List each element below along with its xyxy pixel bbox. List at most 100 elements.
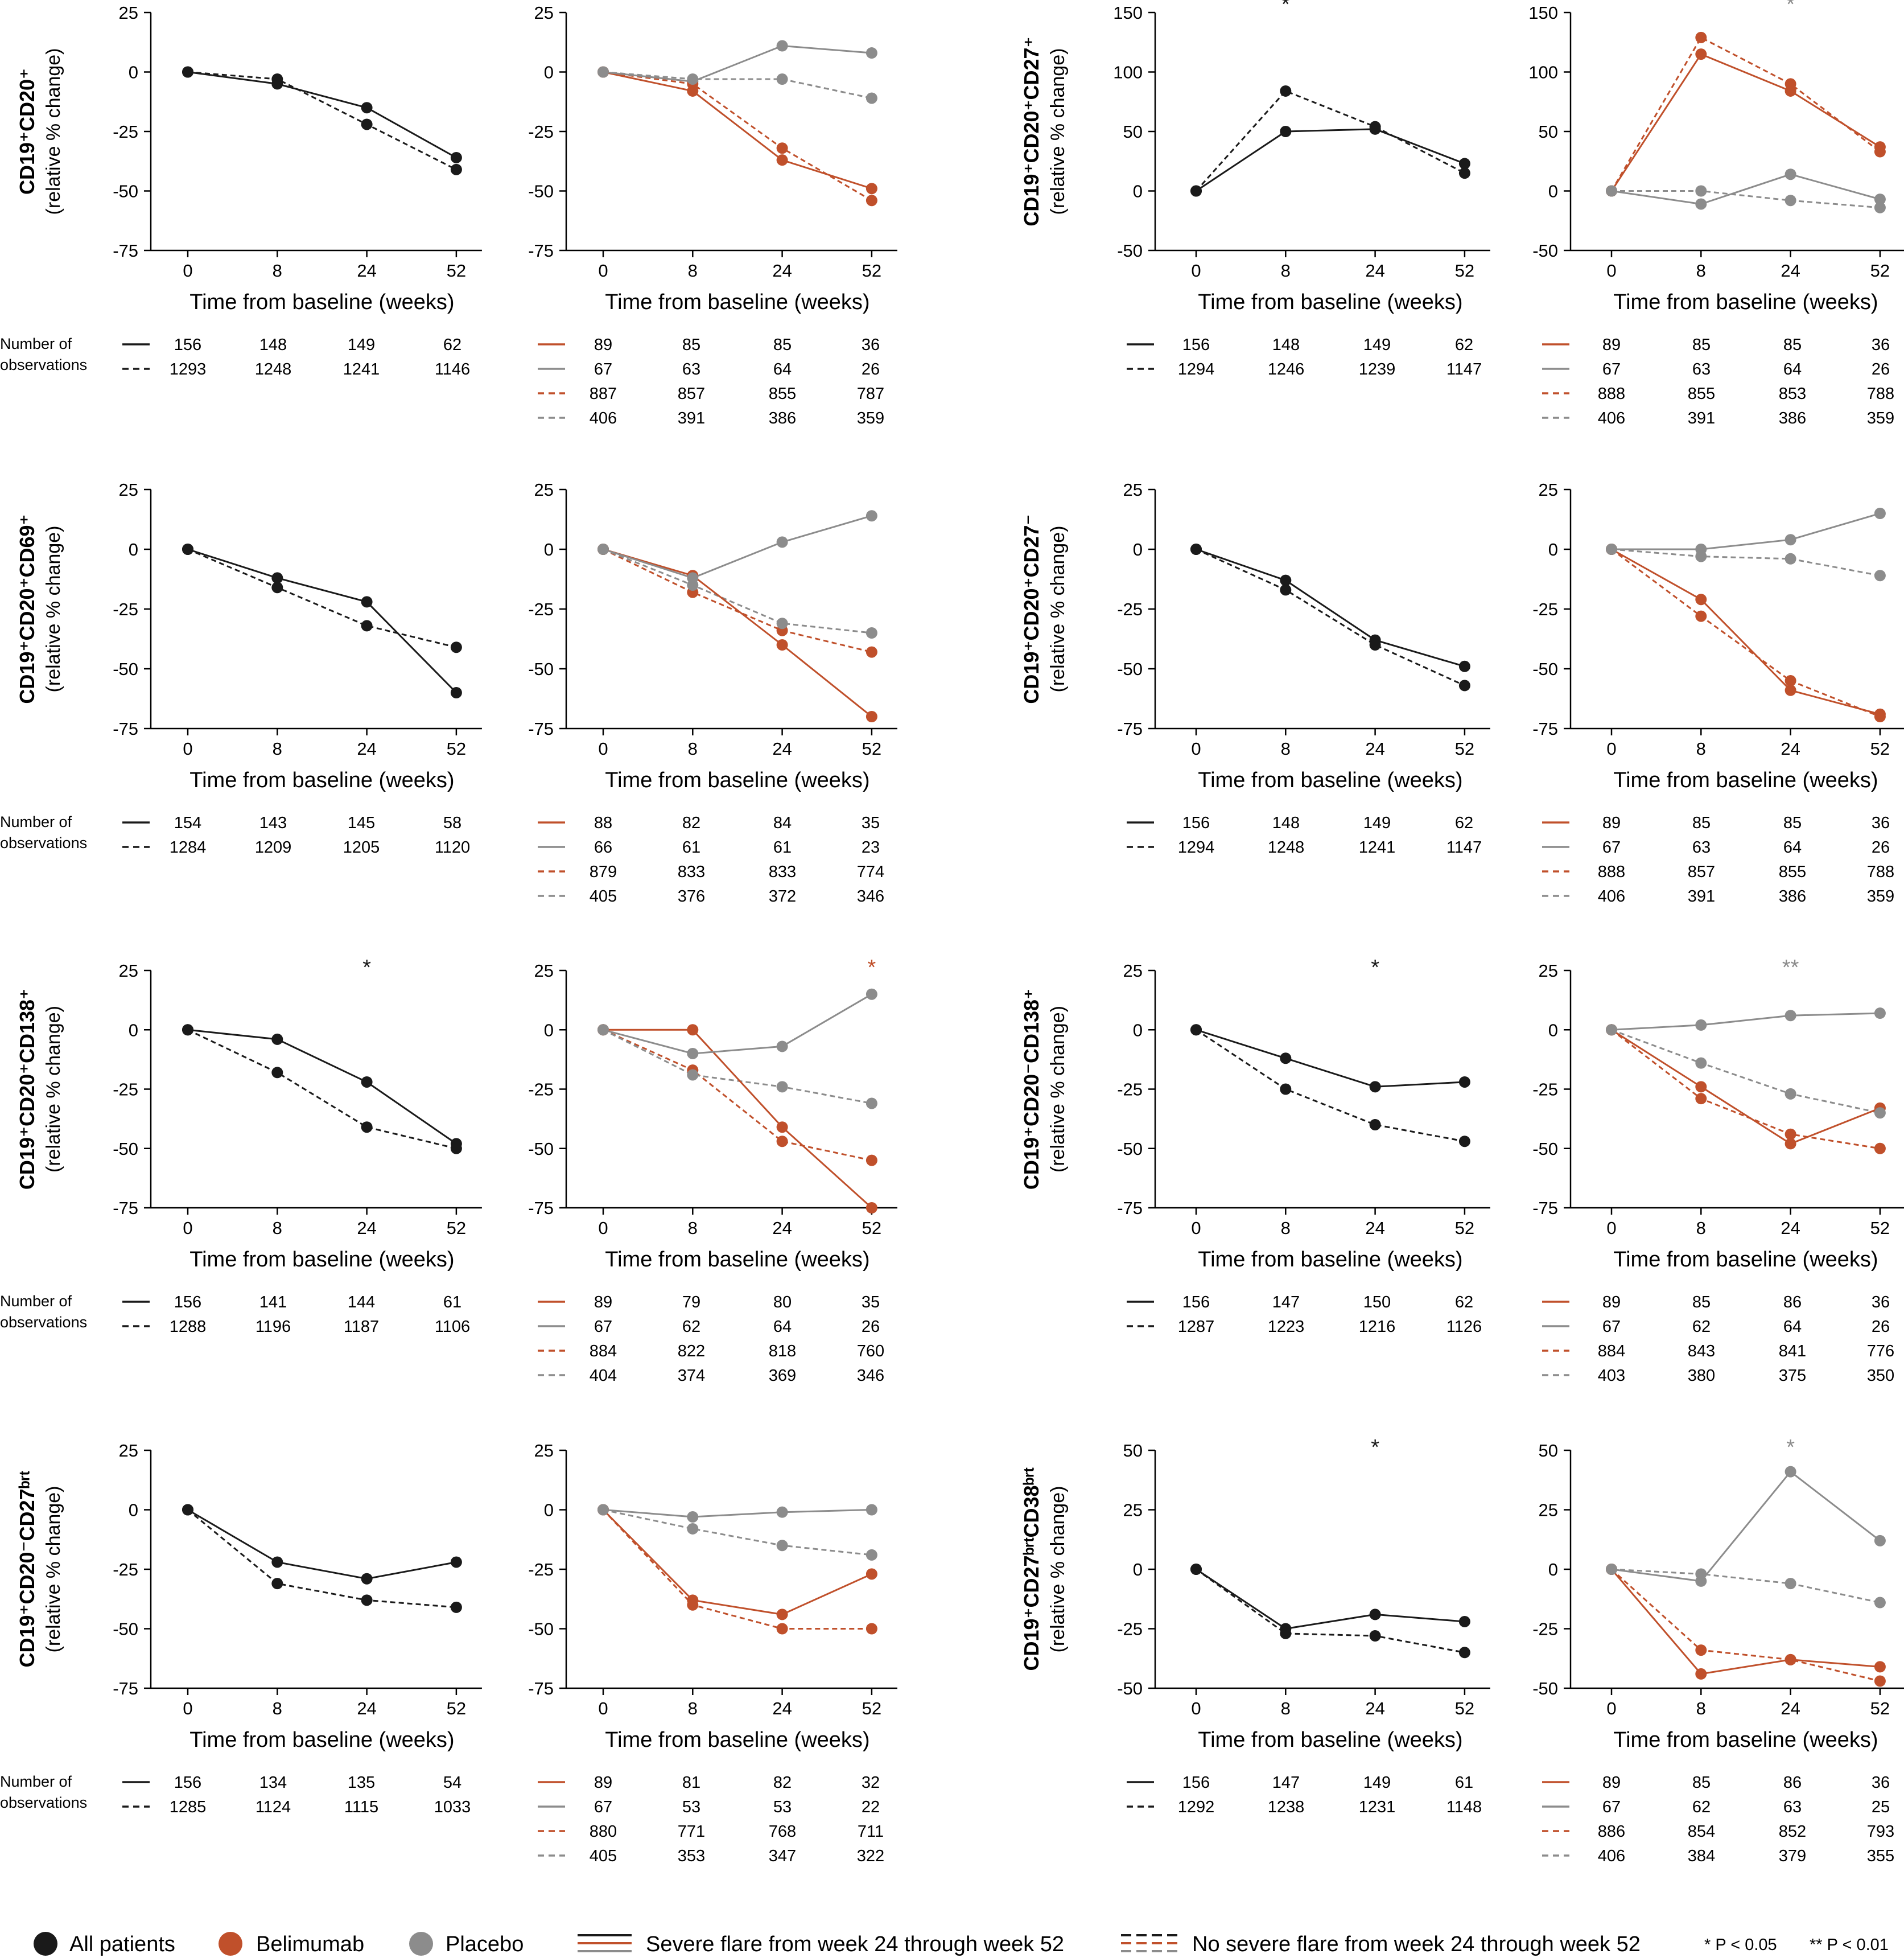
series-line xyxy=(1610,36,1881,192)
data-point xyxy=(1874,194,1886,205)
data-point xyxy=(1874,1597,1886,1609)
obs-count: 391 xyxy=(678,409,705,427)
y-axis-subtitle: (relative % change) xyxy=(1047,526,1069,693)
legend-marker-no-severe-flare xyxy=(1121,1934,1181,1952)
series-line xyxy=(187,1509,457,1609)
obs-count: 149 xyxy=(348,336,375,354)
x-tick-label: 0 xyxy=(1606,1218,1616,1238)
data-point xyxy=(450,151,462,163)
y-tick-label: -25 xyxy=(113,1080,138,1100)
data-point xyxy=(866,1202,877,1214)
obs-count: 149 xyxy=(1363,814,1391,832)
x-tick-label: 24 xyxy=(357,1218,376,1238)
obs-count: 1124 xyxy=(255,1798,291,1816)
y-tick-label: 0 xyxy=(129,1020,138,1040)
data-point xyxy=(1785,1010,1796,1022)
obs-label-line2: observations xyxy=(0,834,87,852)
data-point xyxy=(866,183,877,195)
obs-label-line2: observations xyxy=(0,1314,87,1331)
chart-panel-1C: 150 100 50 0 -50 0 8 24 52 Time from baseline (we… xyxy=(1020,0,1490,379)
data-point xyxy=(776,1121,788,1133)
obs-count: 26 xyxy=(1872,838,1890,857)
obs-count: 54 xyxy=(443,1774,461,1792)
data-point xyxy=(597,66,609,78)
data-point xyxy=(1280,1052,1292,1064)
obs-count: 79 xyxy=(682,1293,700,1311)
y-tick-label: -25 xyxy=(528,599,554,619)
y-tick-label: -50 xyxy=(1532,1139,1558,1159)
obs-count: 85 xyxy=(682,336,700,354)
obs-count: 156 xyxy=(174,336,201,354)
series-line xyxy=(603,1029,872,1209)
y-tick-label: -25 xyxy=(113,599,138,619)
obs-count: 67 xyxy=(1602,838,1621,857)
obs-count: 1187 xyxy=(344,1318,379,1336)
obs-count: 148 xyxy=(1272,814,1300,832)
x-axis-title: Time from baseline (weeks) xyxy=(605,290,869,314)
x-tick-label: 52 xyxy=(1455,1218,1474,1238)
data-point xyxy=(1785,195,1796,207)
obs-count: 22 xyxy=(862,1798,880,1816)
obs-count: 134 xyxy=(259,1774,287,1792)
chart-panel-3B: 25 0 -25 -50 -75 0 8 24 52 Time from baseline (we… xyxy=(528,956,897,1385)
data-point xyxy=(1785,553,1796,565)
obs-count: 156 xyxy=(1182,1293,1210,1311)
data-point xyxy=(1458,158,1470,170)
x-axis-title: Time from baseline (weeks) xyxy=(189,768,454,792)
chart-panel-3D: 25 0 -25 -50 -75 0 8 24 52 Time from baseline (we… xyxy=(1532,956,1904,1385)
y-tick-label: 0 xyxy=(1133,540,1143,560)
obs-count: 1294 xyxy=(1178,838,1215,857)
x-tick-label: 0 xyxy=(1606,1698,1616,1718)
y-tick-label: 0 xyxy=(1548,540,1558,560)
x-tick-label: 24 xyxy=(1781,739,1800,759)
x-axis-title: Time from baseline (weeks) xyxy=(1613,290,1878,314)
y-tick-label: 25 xyxy=(119,3,138,23)
obs-count: 711 xyxy=(858,1823,884,1841)
y-tick-label: -50 xyxy=(528,659,554,679)
significance-marker: * xyxy=(868,956,876,980)
data-point xyxy=(687,1069,699,1081)
x-tick-label: 0 xyxy=(1606,261,1616,281)
chart-panel-3C: 25 0 -25 -50 -75 0 8 24 52 Time from baseline (we… xyxy=(1020,956,1490,1336)
data-point xyxy=(1785,675,1796,686)
y-tick-label: -50 xyxy=(1532,241,1558,261)
y-tick-label: 25 xyxy=(534,961,554,981)
obs-count: 406 xyxy=(1598,1847,1625,1865)
x-tick-label: 8 xyxy=(688,1698,698,1718)
obs-count: 1033 xyxy=(434,1798,471,1816)
y-tick-label: -75 xyxy=(528,1679,554,1698)
y-tick-label: 50 xyxy=(1539,122,1558,142)
x-tick-label: 0 xyxy=(1606,739,1616,759)
obs-count: 380 xyxy=(1688,1367,1715,1385)
series-line xyxy=(603,1509,872,1518)
data-point xyxy=(1695,1644,1707,1656)
x-axis-title: Time from baseline (weeks) xyxy=(189,1728,454,1752)
obs-count: 1284 xyxy=(170,838,207,857)
x-axis-title: Time from baseline (weeks) xyxy=(605,1728,869,1752)
chart-panel-1A: 25 0 -25 -50 -75 0 8 24 52 Time from baseline (we… xyxy=(0,3,482,379)
series-line xyxy=(1610,1568,1881,1682)
x-tick-label: 8 xyxy=(273,739,282,759)
obs-count: 89 xyxy=(594,1293,612,1311)
obs-count: 85 xyxy=(1692,336,1711,354)
y-axis-subtitle: (relative % change) xyxy=(43,1006,64,1173)
x-tick-label: 8 xyxy=(1696,739,1706,759)
x-tick-label: 8 xyxy=(1696,1698,1706,1718)
obs-count: 80 xyxy=(773,1293,792,1311)
x-tick-label: 0 xyxy=(1191,261,1201,281)
series-line xyxy=(187,548,457,648)
obs-count: 141 xyxy=(259,1293,287,1311)
chart-panel-2C: 25 0 -25 -50 -75 0 8 24 52 Time from baseline (we… xyxy=(1020,480,1490,857)
x-tick-label: 52 xyxy=(1455,261,1474,281)
y-tick-label: -75 xyxy=(528,1198,554,1218)
y-tick-label: 0 xyxy=(544,63,554,83)
obs-count: 148 xyxy=(1272,336,1300,354)
obs-count: 67 xyxy=(1602,1318,1621,1336)
x-tick-label: 52 xyxy=(1870,1698,1890,1718)
obs-count: 1293 xyxy=(170,360,207,379)
significance-marker: * xyxy=(1371,1435,1379,1459)
x-tick-label: 24 xyxy=(772,1698,792,1718)
data-point xyxy=(1695,1019,1707,1031)
y-tick-label: -50 xyxy=(113,659,138,679)
obs-count: 36 xyxy=(1872,814,1890,832)
